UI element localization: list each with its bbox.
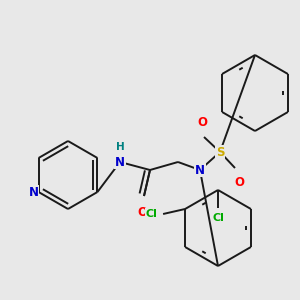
Text: O: O [234,176,244,189]
Text: H: H [116,142,124,152]
Text: N: N [28,185,39,199]
Text: Cl: Cl [145,209,157,219]
Text: O: O [137,206,147,219]
Text: N: N [115,155,125,169]
Text: S: S [216,146,224,158]
Text: O: O [197,116,207,129]
Text: N: N [195,164,205,176]
Text: Cl: Cl [212,213,224,223]
